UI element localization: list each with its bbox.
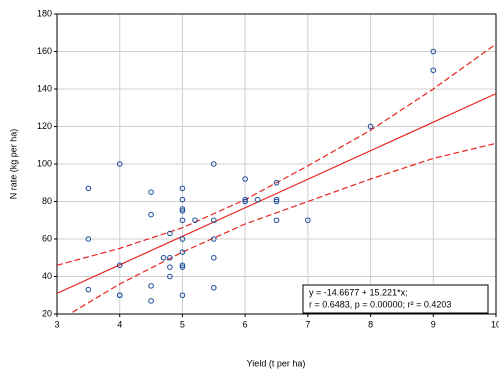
data-point (167, 273, 173, 280)
data-point (242, 196, 248, 203)
data-point (148, 283, 154, 289)
data-point (242, 198, 248, 205)
data-point (242, 176, 248, 182)
data-point (167, 264, 173, 270)
x-tick-label: 9 (431, 319, 436, 329)
data-point (167, 254, 173, 261)
data-point (210, 254, 217, 261)
data-point (85, 185, 92, 192)
data-point (430, 48, 437, 55)
x-tick-label: 4 (117, 319, 122, 329)
x-tick-label: 8 (368, 319, 373, 329)
data-point (179, 249, 186, 255)
data-point (367, 123, 374, 130)
x-tick-label: 3 (54, 319, 59, 329)
data-point (167, 230, 173, 237)
data-point (210, 217, 217, 224)
y-tick-label: 140 (37, 83, 52, 93)
annotation-box (302, 284, 489, 314)
y-tick-label: 160 (37, 46, 52, 56)
data-point (148, 298, 154, 304)
y-tick-label: 100 (37, 158, 52, 168)
y-tick-label: 180 (37, 8, 52, 18)
data-point (85, 236, 92, 242)
y-tick-label: 40 (42, 271, 52, 281)
data-point (305, 217, 311, 224)
annotation-text: r = 0.6483, p = 0.00000; r² = 0.4203 (309, 299, 451, 309)
x-tick-label: 5 (180, 319, 185, 329)
data-point (116, 262, 123, 269)
data-point (85, 286, 92, 293)
confidence-band (57, 43, 496, 266)
data-point (273, 196, 280, 203)
data-point (430, 67, 437, 74)
y-tick-label: 20 (42, 308, 52, 318)
confidence-band (68, 142, 496, 314)
plot-layer (57, 43, 496, 314)
y-tick-label: 120 (37, 121, 52, 131)
x-tick-label: 7 (305, 319, 310, 329)
x-tick-label: 6 (243, 319, 248, 329)
data-point (179, 185, 186, 192)
data-point (116, 161, 123, 167)
data-point (254, 196, 261, 203)
data-point (210, 161, 217, 167)
data-point (179, 206, 186, 212)
data-point (148, 211, 154, 218)
x-axis-label: Yield (t per ha) (247, 358, 306, 368)
data-point (273, 217, 280, 224)
plot-frame (56, 13, 497, 315)
data-point (179, 292, 186, 299)
data-point (116, 292, 123, 299)
y-tick-label: 80 (42, 196, 52, 206)
data-point (179, 262, 186, 269)
x-tick-label: 10 (491, 319, 499, 329)
data-point (273, 198, 280, 205)
data-point (179, 217, 186, 224)
data-point (210, 236, 217, 242)
regression-line (57, 93, 496, 294)
data-point (179, 196, 186, 203)
y-axis-label: N rate (kg per ha) (8, 129, 18, 200)
y-tick-label: 60 (42, 233, 52, 243)
data-point (179, 208, 186, 214)
data-point (179, 264, 186, 270)
data-point (148, 189, 154, 195)
data-point (273, 179, 280, 186)
data-point (192, 217, 198, 224)
data-point (210, 284, 217, 291)
data-point (179, 236, 186, 242)
data-point (160, 254, 167, 261)
annotation-text: y = -14.6677 + 15.221*x; (309, 287, 408, 297)
